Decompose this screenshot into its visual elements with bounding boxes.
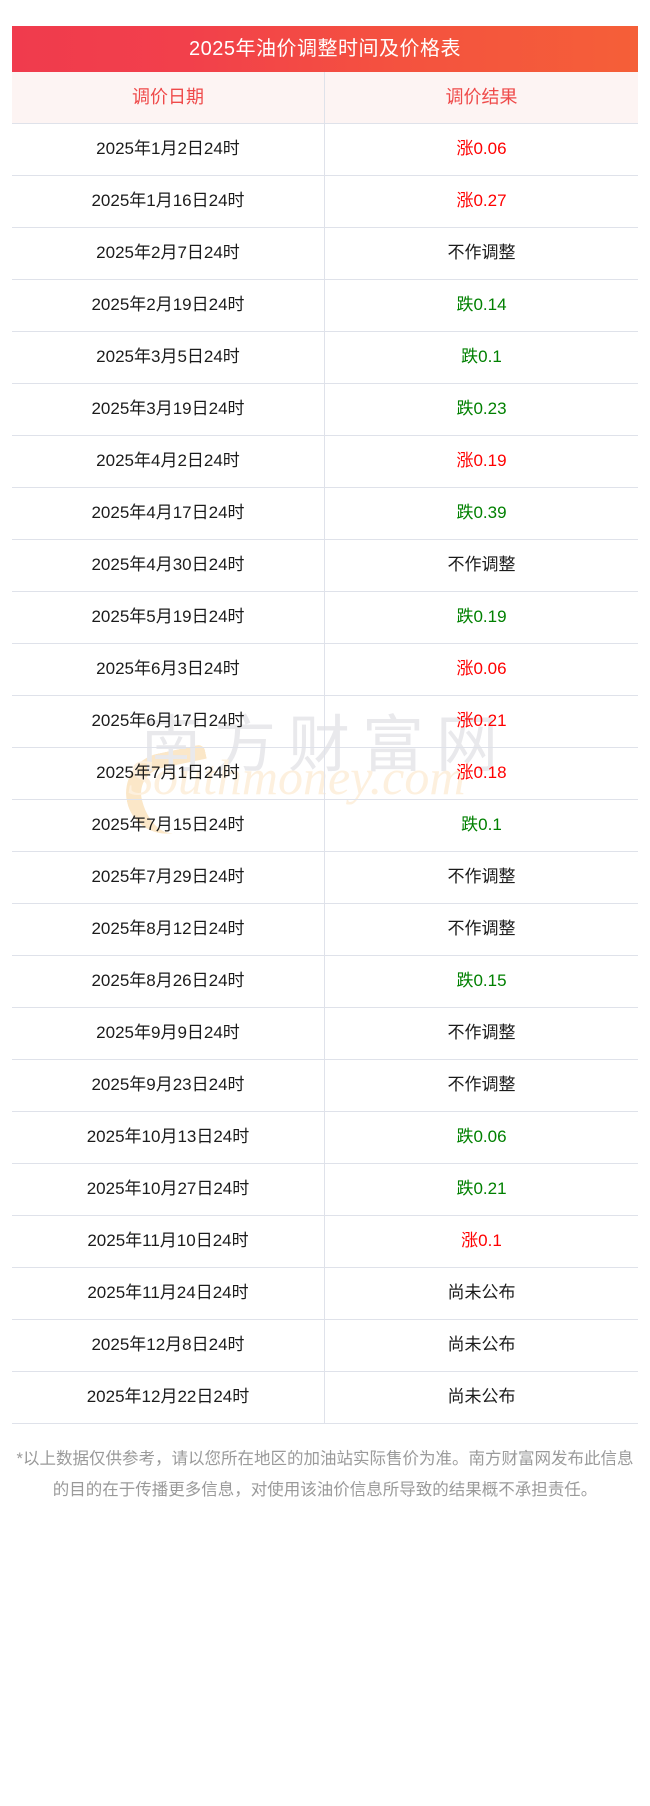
table-row: 2025年8月26日24时 跌0.15 [12,955,638,1008]
column-header-result: 调价结果 [445,86,518,107]
page-title: 2025年油价调整时间及价格表 [12,26,638,72]
table-row: 2025年12月22日24时 尚未公布 [12,1371,638,1424]
cell-adjustment-date: 2025年7月1日24时 [12,747,325,800]
cell-adjustment-result: 跌0.23 [456,399,507,419]
cell-adjustment-result: 不作调整 [447,555,516,575]
cell-adjustment-date: 2025年7月29日24时 [12,851,325,904]
cell-adjustment-date: 2025年8月12日24时 [12,903,325,956]
table-row: 2025年11月24日24时 尚未公布 [12,1267,638,1320]
cell-adjustment-date: 2025年4月30日24时 [12,539,325,592]
cell-adjustment-result: 涨0.06 [456,139,507,159]
table-row: 2025年8月12日24时 不作调整 [12,903,638,956]
cell-adjustment-result: 跌0.14 [456,295,507,315]
cell-adjustment-date: 2025年10月13日24时 [12,1111,325,1164]
cell-adjustment-date: 2025年7月15日24时 [12,799,325,852]
cell-adjustment-result: 涨0.27 [456,191,507,211]
cell-adjustment-date: 2025年3月5日24时 [12,331,325,384]
cell-adjustment-result: 跌0.21 [456,1179,507,1199]
cell-adjustment-result: 跌0.15 [456,971,507,991]
cell-adjustment-date: 2025年1月2日24时 [12,123,325,176]
cell-adjustment-result: 不作调整 [447,1023,516,1043]
cell-adjustment-result: 涨0.06 [456,659,507,679]
table-row: 2025年2月19日24时 跌0.14 [12,279,638,332]
cell-adjustment-date: 2025年9月23日24时 [12,1059,325,1112]
table-row: 2025年3月5日24时 跌0.1 [12,331,638,384]
table-row: 2025年10月27日24时 跌0.21 [12,1163,638,1216]
cell-adjustment-result: 尚未公布 [447,1335,516,1355]
table-row: 2025年5月19日24时 跌0.19 [12,591,638,644]
table-row: 2025年11月10日24时 涨0.1 [12,1215,638,1268]
table-row: 2025年2月7日24时 不作调整 [12,227,638,280]
table-row: 2025年12月8日24时 尚未公布 [12,1319,638,1372]
cell-adjustment-result: 涨0.19 [456,451,507,471]
cell-adjustment-date: 2025年8月26日24时 [12,955,325,1008]
cell-adjustment-date: 2025年11月24日24时 [12,1267,325,1320]
cell-adjustment-date: 2025年9月9日24时 [12,1007,325,1060]
cell-adjustment-result: 不作调整 [447,867,516,887]
cell-adjustment-date: 2025年1月16日24时 [12,175,325,228]
cell-adjustment-date: 2025年2月19日24时 [12,279,325,332]
cell-adjustment-result: 跌0.1 [461,347,502,367]
cell-adjustment-date: 2025年6月17日24时 [12,695,325,748]
cell-adjustment-result: 跌0.19 [456,607,507,627]
cell-adjustment-result: 尚未公布 [447,1283,516,1303]
cell-adjustment-date: 2025年12月22日24时 [12,1371,325,1424]
cell-adjustment-date: 2025年11月10日24时 [12,1215,325,1268]
cell-adjustment-result: 不作调整 [447,1075,516,1095]
table-row: 2025年7月1日24时 涨0.18 [12,747,638,800]
cell-adjustment-date: 2025年6月3日24时 [12,643,325,696]
disclaimer-note: *以上数据仅供参考，请以您所在地区的加油站实际售价为准。南方财富网发布此信息的目… [16,1450,634,1499]
table-row: 2025年6月3日24时 涨0.06 [12,643,638,696]
table-row: 2025年6月17日24时 涨0.21 [12,695,638,748]
cell-adjustment-result: 不作调整 [447,243,516,263]
table-row: 2025年7月15日24时 跌0.1 [12,799,638,852]
table-body: 2025年1月2日24时 涨0.06 2025年1月16日24时 涨0.27 2025年… [12,123,638,1424]
cell-adjustment-date: 2025年4月2日24时 [12,435,325,488]
cell-adjustment-date: 2025年2月7日24时 [12,227,325,280]
table-row: 2025年7月29日24时 不作调整 [12,851,638,904]
table-row: 2025年9月23日24时 不作调整 [12,1059,638,1112]
cell-adjustment-result: 尚未公布 [447,1387,516,1407]
cell-adjustment-result: 跌0.06 [456,1127,507,1147]
table-row: 2025年4月30日24时 不作调整 [12,539,638,592]
price-adjustment-table: 调价日期 调价结果 2025年1月2日24时 涨0.06 2025年1月16日24时… [12,71,638,1424]
table-row: 2025年4月17日24时 跌0.39 [12,487,638,540]
table-row: 2025年10月13日24时 跌0.06 [12,1111,638,1164]
column-header-date: 调价日期 [12,71,325,124]
cell-adjustment-date: 2025年12月8日24时 [12,1319,325,1372]
table-row: 2025年4月2日24时 涨0.19 [12,435,638,488]
cell-adjustment-result: 不作调整 [447,919,516,939]
cell-adjustment-result: 涨0.18 [456,763,507,783]
cell-adjustment-result: 涨0.21 [456,711,507,731]
cell-adjustment-result: 涨0.1 [461,1231,502,1251]
cell-adjustment-date: 2025年10月27日24时 [12,1163,325,1216]
table-row: 2025年1月16日24时 涨0.27 [12,175,638,228]
cell-adjustment-date: 2025年4月17日24时 [12,487,325,540]
cell-adjustment-result: 跌0.1 [461,815,502,835]
table-row: 2025年3月19日24时 跌0.23 [12,383,638,436]
table-row: 2025年9月9日24时 不作调整 [12,1007,638,1060]
cell-adjustment-date: 2025年3月19日24时 [12,383,325,436]
table-header-row: 调价日期 调价结果 [12,71,638,124]
table-row: 2025年1月2日24时 涨0.06 [12,123,638,176]
cell-adjustment-result: 跌0.39 [456,503,507,523]
cell-adjustment-date: 2025年5月19日24时 [12,591,325,644]
